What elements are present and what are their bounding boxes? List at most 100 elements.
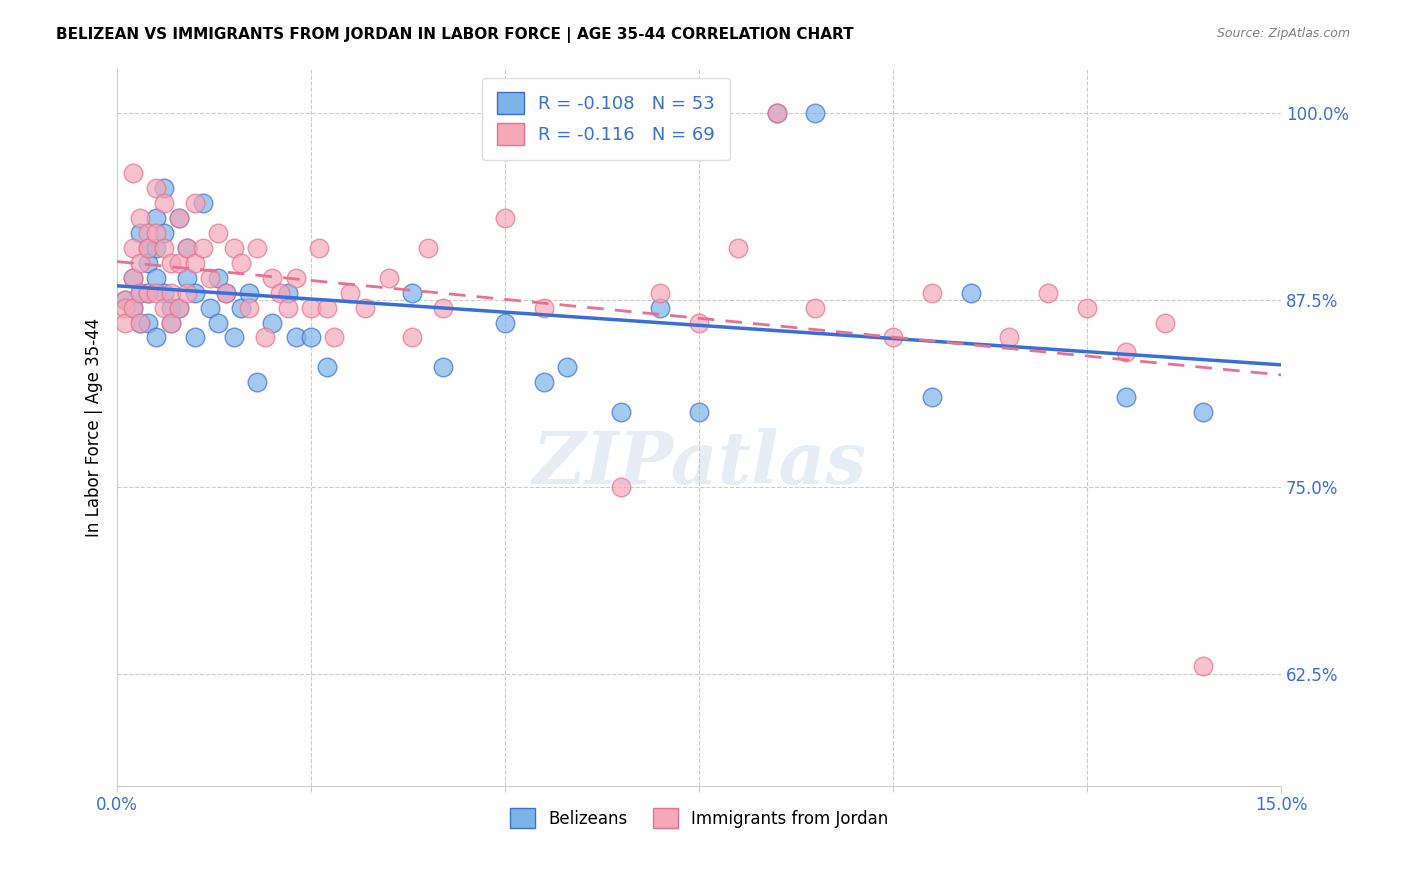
Point: [176, 241, 198, 255]
Point: [160, 316, 183, 330]
Point: [152, 181, 174, 195]
Point: [167, 301, 190, 315]
Point: [152, 226, 174, 240]
Point: [121, 241, 143, 255]
Point: [533, 376, 555, 390]
Point: [1076, 301, 1098, 315]
Y-axis label: In Labor Force | Age 35-44: In Labor Force | Age 35-44: [86, 318, 103, 537]
Point: [121, 270, 143, 285]
Point: [129, 226, 152, 240]
Point: [152, 241, 174, 255]
Point: [152, 196, 174, 211]
Point: [432, 360, 454, 375]
Point: [650, 285, 672, 300]
Point: [253, 330, 276, 344]
Point: [129, 316, 152, 330]
Point: [432, 301, 454, 315]
Point: [231, 301, 253, 315]
Point: [1115, 390, 1137, 404]
Point: [136, 241, 159, 255]
Point: [114, 293, 136, 307]
Point: [998, 330, 1021, 344]
Point: [238, 285, 260, 300]
Point: [145, 270, 167, 285]
Point: [533, 301, 555, 315]
Point: [494, 316, 516, 330]
Point: [1192, 405, 1215, 419]
Point: [277, 301, 299, 315]
Point: [200, 301, 222, 315]
Point: [121, 270, 143, 285]
Point: [1192, 659, 1215, 673]
Point: [129, 285, 152, 300]
Point: [121, 301, 143, 315]
Point: [145, 211, 167, 225]
Point: [176, 285, 198, 300]
Point: [262, 316, 284, 330]
Point: [1115, 345, 1137, 359]
Point: [207, 226, 229, 240]
Point: [308, 241, 330, 255]
Point: [160, 316, 183, 330]
Point: [246, 241, 269, 255]
Point: [804, 301, 827, 315]
Point: [167, 256, 190, 270]
Point: [114, 316, 136, 330]
Point: [959, 285, 981, 300]
Point: [191, 241, 214, 255]
Point: [299, 330, 322, 344]
Text: ZIPatlas: ZIPatlas: [531, 427, 866, 499]
Point: [114, 293, 136, 307]
Point: [222, 330, 245, 344]
Point: [315, 301, 337, 315]
Point: [136, 316, 159, 330]
Point: [129, 211, 152, 225]
Text: BELIZEAN VS IMMIGRANTS FROM JORDAN IN LABOR FORCE | AGE 35-44 CORRELATION CHART: BELIZEAN VS IMMIGRANTS FROM JORDAN IN LA…: [56, 27, 853, 43]
Point: [136, 226, 159, 240]
Point: [160, 285, 183, 300]
Point: [136, 285, 159, 300]
Point: [191, 196, 214, 211]
Point: [921, 390, 943, 404]
Point: [207, 270, 229, 285]
Point: [277, 285, 299, 300]
Point: [610, 480, 633, 494]
Point: [145, 181, 167, 195]
Point: [299, 301, 322, 315]
Point: [246, 376, 269, 390]
Point: [129, 316, 152, 330]
Point: [284, 330, 307, 344]
Point: [145, 226, 167, 240]
Point: [152, 285, 174, 300]
Point: [121, 301, 143, 315]
Point: [121, 166, 143, 180]
Point: [401, 285, 423, 300]
Point: [1038, 285, 1060, 300]
Point: [882, 330, 904, 344]
Point: [184, 330, 207, 344]
Point: [262, 270, 284, 285]
Point: [688, 316, 710, 330]
Point: [215, 285, 238, 300]
Point: [650, 301, 672, 315]
Point: [921, 285, 943, 300]
Point: [339, 285, 361, 300]
Point: [184, 196, 207, 211]
Point: [377, 270, 399, 285]
Point: [136, 241, 159, 255]
Point: [207, 316, 229, 330]
Point: [727, 241, 749, 255]
Point: [610, 405, 633, 419]
Point: [152, 301, 174, 315]
Point: [269, 285, 291, 300]
Point: [129, 285, 152, 300]
Point: [129, 256, 152, 270]
Point: [215, 285, 238, 300]
Point: [145, 330, 167, 344]
Point: [114, 301, 136, 315]
Point: [238, 301, 260, 315]
Point: [315, 360, 337, 375]
Point: [200, 270, 222, 285]
Point: [354, 301, 377, 315]
Point: [176, 270, 198, 285]
